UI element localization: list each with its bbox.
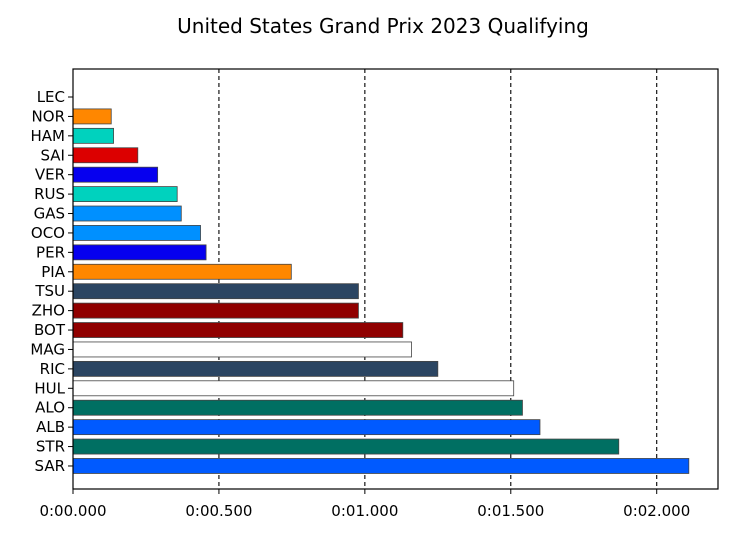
y-tick-label-tsu: TSU: [34, 282, 65, 300]
bars: [72, 108, 690, 474]
x-tick-label: 0:01.500: [477, 502, 544, 520]
plot-frame: [72, 68, 719, 490]
bar-gas: [72, 205, 182, 222]
x-tick-label: 0:01.000: [331, 502, 398, 520]
bar-tsu: [72, 283, 359, 300]
y-tick-label-pia: PIA: [41, 263, 65, 281]
bar-nor: [72, 108, 112, 125]
y-tick-label-sai: SAI: [41, 146, 66, 164]
y-tick-label-oco: OCO: [31, 224, 65, 242]
y-tick-label-ric: RIC: [40, 360, 65, 378]
bar-rus: [72, 186, 178, 203]
bar-sai: [72, 147, 139, 164]
y-tick-label-rus: RUS: [34, 185, 65, 203]
bar-per: [72, 244, 207, 261]
bar-hul: [72, 380, 515, 397]
y-tick-label-gas: GAS: [34, 205, 65, 223]
bar-bot: [72, 322, 404, 338]
chart-title: United States Grand Prix 2023 Qualifying: [177, 14, 589, 38]
x-tick-label: 0:00.500: [185, 502, 252, 520]
bar-sar: [72, 458, 690, 474]
y-tick-label-hul: HUL: [34, 379, 65, 397]
y-tick-label-ham: HAM: [31, 127, 65, 145]
y-tick-label-nor: NOR: [32, 107, 65, 125]
bar-ham: [72, 127, 114, 144]
bar-alo: [72, 399, 523, 416]
bar-alb: [72, 419, 541, 436]
x-tick-label: 0:02.000: [623, 502, 690, 520]
bar-ric: [72, 360, 439, 377]
bar-mag: [72, 341, 412, 358]
bar-oco: [72, 225, 201, 241]
y-tick-label-ver: VER: [35, 166, 65, 184]
y-tick-label-alb: ALB: [36, 418, 65, 436]
x-tick-labels: 0:00.000 0:00.500 0:01.000 0:01.500 0:02.000: [39, 489, 690, 520]
y-tick-label-per: PER: [36, 243, 65, 261]
y-tick-label-alo: ALO: [35, 399, 65, 417]
bar-ver: [72, 166, 159, 183]
y-tick-label-lec: LEC: [37, 88, 65, 106]
bar-pia: [72, 263, 292, 280]
y-tick-label-sar: SAR: [35, 457, 65, 475]
y-tick-label-str: STR: [36, 438, 65, 456]
bar-zho: [72, 302, 359, 319]
bar-str: [72, 438, 620, 455]
x-tick-label: 0:00.000: [39, 502, 106, 520]
y-tick-label-zho: ZHO: [32, 302, 65, 320]
y-tick-label-mag: MAG: [30, 340, 65, 358]
y-tick-label-bot: BOT: [34, 321, 66, 339]
